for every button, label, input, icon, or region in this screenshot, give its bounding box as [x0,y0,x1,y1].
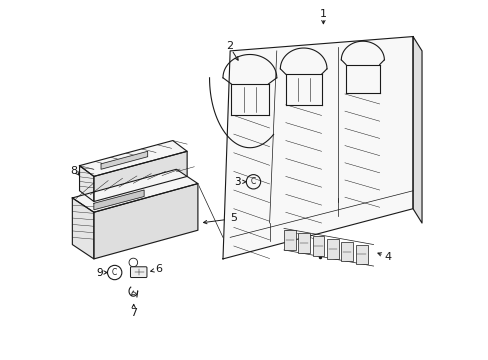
Text: 5: 5 [230,213,237,222]
Polygon shape [72,198,94,259]
Polygon shape [412,37,421,223]
Polygon shape [80,166,94,202]
Polygon shape [101,151,147,169]
Polygon shape [94,190,144,210]
Bar [341,242,352,261]
Polygon shape [72,169,198,212]
Bar [326,239,338,258]
Text: 1: 1 [319,9,326,19]
Polygon shape [94,184,198,259]
Text: 3: 3 [234,177,240,187]
FancyBboxPatch shape [130,267,147,278]
Text: C: C [112,268,117,277]
Bar [355,244,367,264]
Text: 7: 7 [130,308,137,318]
Text: 9: 9 [96,267,102,278]
Text: 2: 2 [226,41,233,50]
Ellipse shape [132,292,135,294]
Text: 6: 6 [155,264,163,274]
Polygon shape [223,37,412,259]
Text: 4: 4 [384,252,391,262]
Text: C: C [250,177,256,186]
Text: 8: 8 [70,166,77,176]
Bar [298,233,309,253]
Bar [284,230,295,250]
Bar [312,236,324,256]
Polygon shape [80,140,187,176]
Polygon shape [94,151,187,202]
